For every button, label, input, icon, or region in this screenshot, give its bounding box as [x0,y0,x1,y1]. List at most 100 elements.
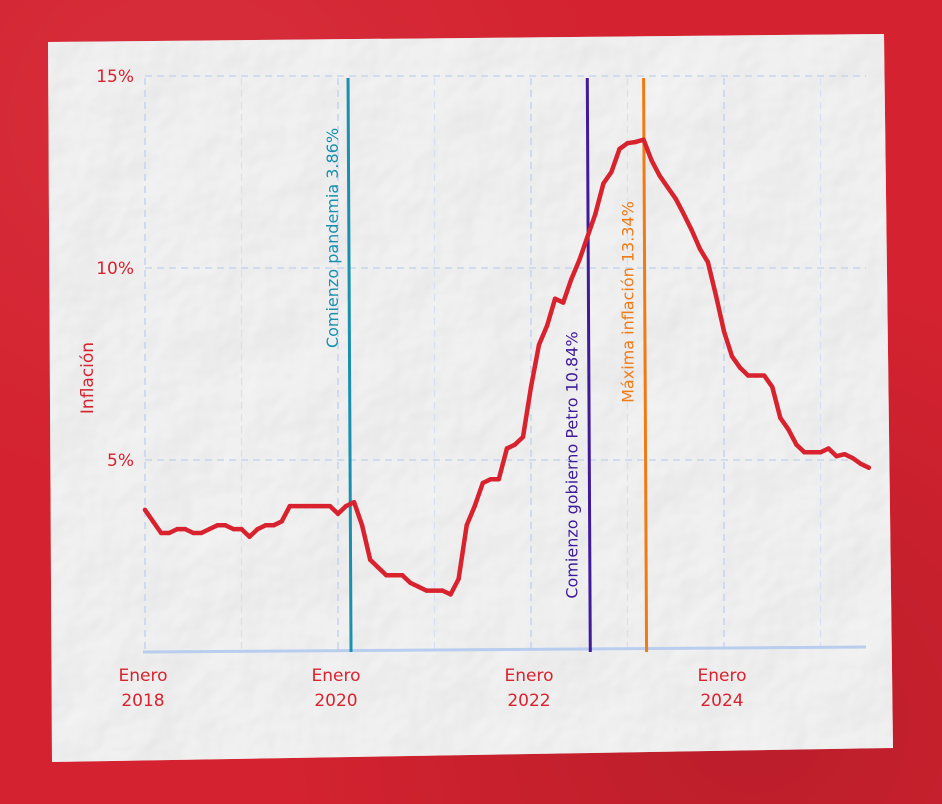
data-point [842,452,847,457]
data-point [150,519,156,524]
data-point [528,384,534,390]
data-point [183,526,188,532]
data-point [689,228,695,233]
data-point [367,557,373,563]
data-point [223,523,228,528]
data-point [617,146,622,152]
data-point [834,453,839,459]
data-point [448,592,453,597]
data-point [544,323,550,328]
data-point [343,503,349,509]
y-tick-label: 15% [96,67,134,87]
data-point [850,455,855,461]
x-tick-label-month: Enero [505,666,554,686]
x-tick-label-year: 2022 [507,691,550,711]
data-point [295,503,300,509]
data-point [488,477,493,482]
data-point [512,442,518,447]
data-point [585,235,590,240]
data-point [303,503,309,509]
data-point [802,450,807,455]
annotation-line [346,77,353,653]
data-point [577,258,582,263]
y-tick-label: 10% [96,259,134,279]
data-point [239,526,244,532]
annotation-label: Comienzo gobierno Petro 10.84% [562,331,581,598]
data-point [609,169,614,175]
data-point [569,277,574,282]
data-point [464,523,469,528]
data-point [729,354,735,359]
data-point [721,329,727,334]
data-point [641,137,646,142]
annotation-line [642,77,649,653]
y-tick-labels: 5% 10% 15% [96,67,134,471]
data-point [552,296,558,301]
data-point [818,450,823,455]
annotation-label: Máxima inflación 13.34% [619,201,638,403]
data-point [359,523,365,528]
data-point [705,260,711,265]
annotation-line [585,77,592,653]
data-point [794,442,799,447]
data-point [408,580,413,586]
data-point [520,434,526,440]
data-point [601,181,606,186]
y-tick-label: 5% [107,451,134,471]
data-point [826,446,831,451]
data-point [424,588,429,593]
data-point [432,588,437,593]
data-point [762,373,767,378]
data-point [158,530,164,536]
data-points [142,137,871,597]
data-point [649,158,654,163]
data-point [440,588,445,593]
data-point [166,530,172,536]
data-point [416,584,421,589]
x-tick-label-month: Enero [119,666,168,686]
data-point [681,212,686,217]
data-point [231,526,236,532]
data-point [263,523,268,528]
data-point [593,212,598,217]
data-point [191,530,196,536]
data-point [456,576,461,582]
data-point [745,373,751,378]
data-point [657,173,662,179]
annotations: Comienzo pandemia 3.86% Comienzo gobierno… [323,77,649,653]
x-tick-label-month: Enero [698,666,747,686]
data-point [753,373,759,378]
y-axis-title: Inflación [78,342,98,414]
data-point [665,185,670,190]
data-point [215,523,220,528]
data-point [496,477,502,482]
data-point [207,526,212,532]
data-point [472,503,477,509]
annotation-label: Comienzo pandemia 3.86% [323,128,342,348]
x-tick-label-month: Enero [312,666,361,686]
data-point [480,480,485,486]
data-point [311,503,317,509]
data-point [713,293,719,298]
data-point [778,415,783,420]
data-point [279,519,284,524]
data-point [319,503,325,509]
data-point [560,300,566,305]
data-point [633,139,638,145]
data-point [770,384,775,390]
data-point [327,503,333,509]
data-point [625,141,630,146]
data-point [174,526,180,532]
x-tick-label-year: 2024 [700,691,743,711]
data-point [536,342,542,347]
data-point [858,461,863,467]
data-point [384,573,389,578]
data-point [810,450,815,455]
data-point [866,465,871,470]
data-point [199,530,204,536]
data-point [351,500,357,505]
data-point [287,503,292,509]
x-axis-line [142,645,867,654]
